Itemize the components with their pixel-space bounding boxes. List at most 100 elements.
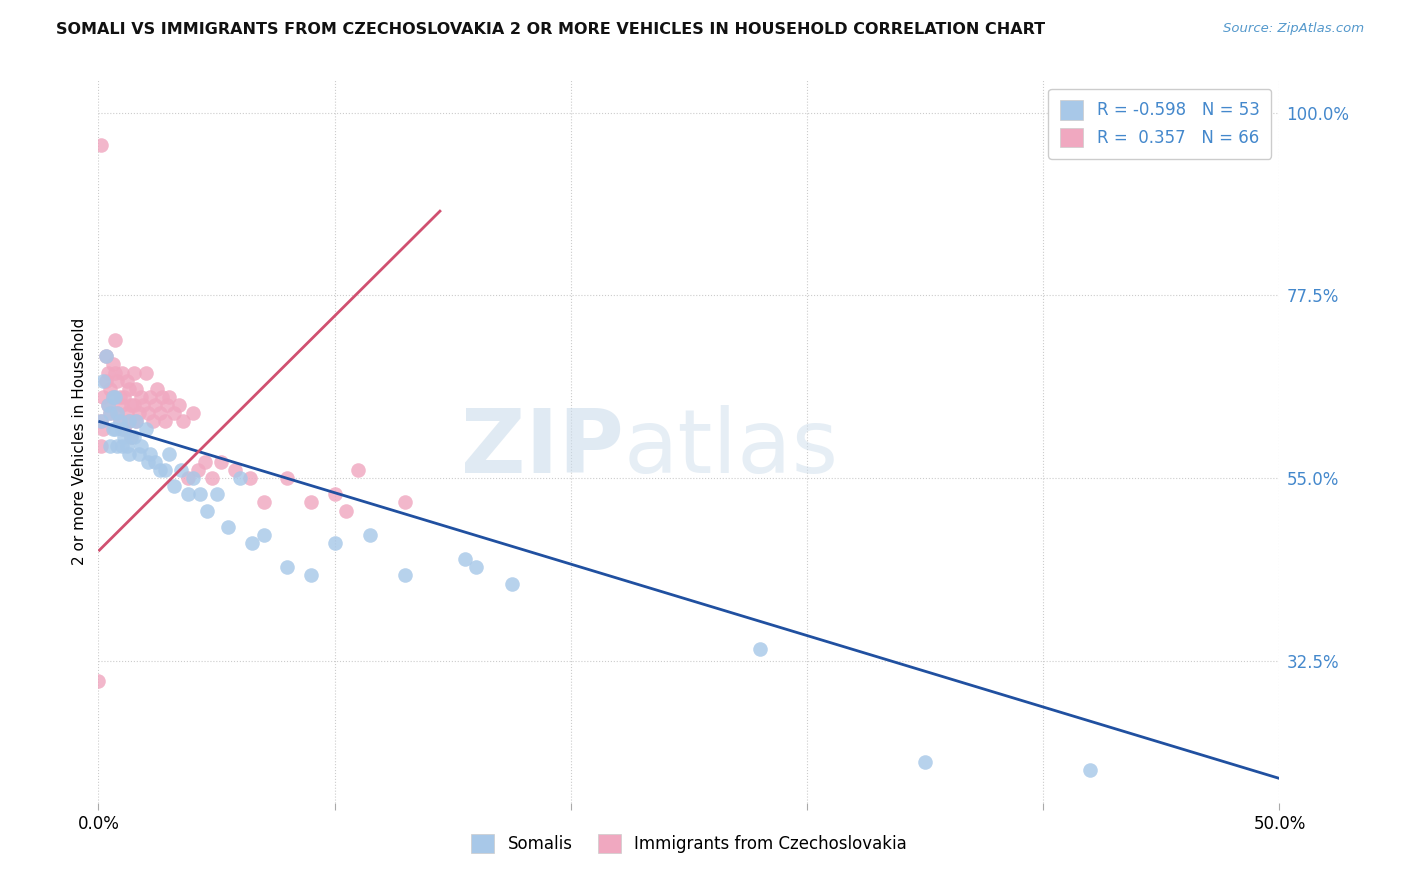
Point [201, 471, 224, 485]
Point [118, 447, 141, 461]
Point [122, 398, 145, 412]
Point [111, 422, 134, 436]
Point [143, 398, 166, 412]
Point [253, 528, 276, 542]
Point [135, 422, 157, 436]
Point [188, 487, 211, 501]
Point [205, 487, 228, 501]
Point [115, 374, 138, 388]
Point [97, 366, 120, 380]
Point [128, 447, 150, 461]
Point [229, 471, 252, 485]
Legend: Somalis, Immigrants from Czechoslovakia: Somalis, Immigrants from Czechoslovakia [464, 827, 914, 860]
Point [194, 455, 217, 469]
Point [104, 422, 127, 436]
Point [253, 495, 276, 509]
Point [149, 463, 172, 477]
Point [104, 366, 127, 380]
Point [111, 366, 134, 380]
Point [240, 536, 263, 550]
Point [136, 406, 159, 420]
Point [121, 398, 143, 412]
Point [104, 390, 127, 404]
Point [118, 414, 141, 428]
Point [501, 576, 523, 591]
Point [118, 382, 141, 396]
Y-axis label: 2 or more Vehicles in Household: 2 or more Vehicles in Household [72, 318, 87, 566]
Point [101, 390, 124, 404]
Point [347, 463, 370, 477]
Point [149, 406, 172, 420]
Point [394, 568, 416, 582]
Point [172, 414, 194, 428]
Point [224, 463, 246, 477]
Point [135, 366, 157, 380]
Point [98, 382, 121, 396]
Point [1080, 764, 1102, 778]
Point [209, 455, 232, 469]
Point [143, 455, 166, 469]
Point [91, 390, 114, 404]
Point [323, 487, 346, 501]
Point [914, 755, 936, 769]
Point [156, 398, 179, 412]
Point [90, 138, 112, 153]
Point [177, 487, 200, 501]
Point [115, 439, 138, 453]
Point [108, 414, 131, 428]
Point [748, 641, 770, 656]
Point [105, 374, 128, 388]
Point [108, 414, 131, 428]
Point [111, 439, 134, 453]
Point [98, 406, 121, 420]
Point [163, 406, 186, 420]
Point [129, 439, 152, 453]
Point [122, 430, 145, 444]
Text: atlas: atlas [624, 405, 839, 492]
Point [136, 455, 159, 469]
Point [105, 406, 128, 420]
Point [157, 390, 180, 404]
Point [153, 463, 176, 477]
Point [108, 390, 131, 404]
Point [125, 414, 148, 428]
Point [105, 406, 128, 420]
Point [150, 390, 173, 404]
Point [90, 414, 112, 428]
Point [167, 398, 190, 412]
Point [121, 430, 143, 444]
Point [98, 439, 121, 453]
Point [181, 471, 204, 485]
Point [94, 349, 117, 363]
Point [139, 447, 162, 461]
Point [101, 422, 124, 436]
Point [394, 495, 416, 509]
Point [359, 528, 381, 542]
Point [323, 536, 346, 550]
Point [105, 439, 128, 453]
Point [299, 568, 322, 582]
Point [121, 430, 143, 444]
Point [101, 390, 124, 404]
Point [276, 471, 298, 485]
Point [299, 495, 322, 509]
Point [132, 398, 155, 412]
Point [217, 520, 239, 534]
Point [335, 503, 357, 517]
Point [87, 673, 110, 688]
Point [125, 414, 148, 428]
Point [170, 463, 193, 477]
Point [111, 398, 134, 412]
Point [94, 349, 117, 363]
Point [128, 406, 150, 420]
Point [98, 406, 121, 420]
Text: Source: ZipAtlas.com: Source: ZipAtlas.com [1223, 22, 1364, 36]
Point [142, 414, 165, 428]
Point [125, 382, 148, 396]
Point [97, 398, 120, 412]
Point [122, 366, 145, 380]
Point [104, 333, 127, 347]
Point [276, 560, 298, 574]
Point [115, 406, 138, 420]
Point [91, 422, 114, 436]
